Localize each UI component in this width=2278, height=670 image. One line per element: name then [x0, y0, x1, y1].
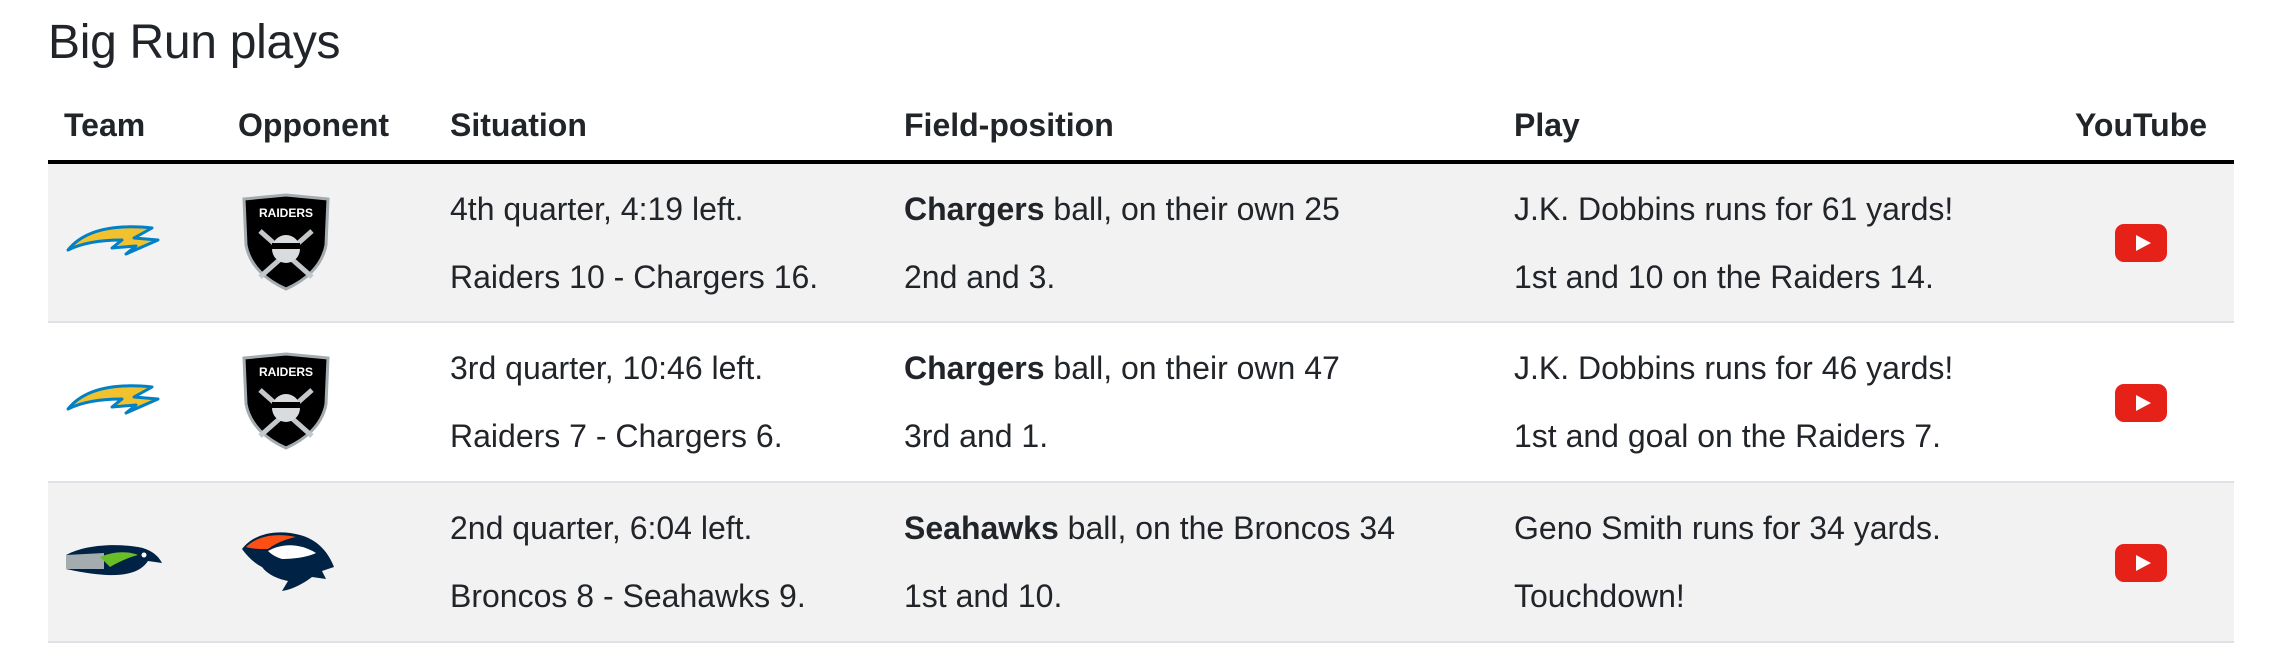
situation-score: Raiders 10 - Chargers 16.	[450, 258, 819, 295]
situation-cell: 4th quarter, 4:19 left. Raiders 10 - Cha…	[434, 162, 888, 322]
raiders-logo-icon: RAIDERS	[242, 192, 330, 291]
field-position-text: ball, on the Broncos 34	[1058, 510, 1395, 546]
field-team-name: Chargers	[904, 190, 1045, 227]
play-cell: Geno Smith runs for 34 yards. Touchdown!	[1498, 482, 2048, 642]
youtube-play-icon[interactable]	[2115, 543, 2167, 582]
table-row: RAIDERS 4th quarter, 4:19 left. Raiders …	[48, 162, 2234, 322]
situation-time: 4th quarter, 4:19 left.	[450, 190, 744, 227]
youtube-play-icon[interactable]	[2115, 224, 2167, 263]
youtube-cell	[2048, 162, 2234, 322]
chargers-logo-icon	[66, 384, 160, 415]
field-position-text: ball, on their own 47	[1044, 350, 1340, 386]
header-play: Play	[1498, 104, 2048, 164]
play-description: J.K. Dobbins runs for 46 yards!	[1514, 350, 1954, 386]
down-and-distance: 3rd and 1.	[904, 418, 1049, 454]
youtube-cell	[2048, 482, 2234, 642]
svg-text:RAIDERS: RAIDERS	[259, 206, 313, 220]
page: Big Run plays Team Opponent Situation Fi…	[48, 16, 2234, 643]
down-and-distance: 1st and 10.	[904, 578, 1063, 614]
youtube-cell	[2048, 322, 2234, 482]
header-situation: Situation	[434, 104, 888, 164]
header-team: Team	[48, 104, 222, 164]
header-youtube: YouTube	[2048, 104, 2234, 164]
team-cell	[48, 482, 222, 642]
play-result: Touchdown!	[1514, 578, 1685, 614]
field-position-text: ball, on their own 25	[1044, 190, 1340, 227]
play-description: J.K. Dobbins runs for 61 yards!	[1514, 190, 1954, 227]
field-position-line: Chargers ball, on their own 47	[904, 334, 1482, 402]
opponent-cell	[222, 482, 434, 642]
seahawks-logo-icon	[66, 545, 162, 576]
field-team-name: Chargers	[904, 350, 1045, 386]
play-result: 1st and 10 on the Raiders 14.	[1514, 258, 1934, 295]
broncos-logo-icon	[242, 532, 334, 591]
opponent-cell: RAIDERS	[222, 322, 434, 482]
play-cell: J.K. Dobbins runs for 46 yards! 1st and …	[1498, 322, 2048, 482]
situation-cell: 2nd quarter, 6:04 left. Broncos 8 - Seah…	[434, 482, 888, 642]
table-row: 2nd quarter, 6:04 left. Broncos 8 - Seah…	[48, 482, 2234, 642]
field-position-cell: Chargers ball, on their own 25 2nd and 3…	[888, 162, 1498, 322]
header-opponent: Opponent	[222, 104, 434, 164]
big-run-plays-table: Team Opponent Situation Field-position P…	[48, 104, 2234, 643]
down-and-distance: 2nd and 3.	[904, 258, 1056, 295]
field-team-name: Seahawks	[904, 510, 1059, 546]
page-title: Big Run plays	[48, 16, 341, 69]
field-position-cell: Seahawks ball, on the Broncos 34 1st and…	[888, 482, 1498, 642]
situation-score: Broncos 8 - Seahawks 9.	[450, 578, 806, 614]
raiders-logo-icon: RAIDERS	[242, 352, 330, 450]
table-row: RAIDERS 3rd quarter, 10:46 left. Raiders…	[48, 322, 2234, 482]
table-header: Team Opponent Situation Field-position P…	[48, 104, 2234, 164]
header-field-position: Field-position	[888, 104, 1498, 164]
play-cell: J.K. Dobbins runs for 61 yards! 1st and …	[1498, 162, 2048, 322]
play-description: Geno Smith runs for 34 yards.	[1514, 510, 1941, 546]
field-position-line: Chargers ball, on their own 25	[904, 175, 1482, 243]
situation-cell: 3rd quarter, 10:46 left. Raiders 7 - Cha…	[434, 322, 888, 482]
situation-score: Raiders 7 - Chargers 6.	[450, 418, 783, 454]
situation-time: 3rd quarter, 10:46 left.	[450, 350, 764, 386]
team-cell	[48, 322, 222, 482]
field-position-cell: Chargers ball, on their own 47 3rd and 1…	[888, 322, 1498, 482]
svg-text:RAIDERS: RAIDERS	[259, 365, 313, 379]
youtube-play-icon[interactable]	[2115, 383, 2167, 422]
opponent-cell: RAIDERS	[222, 162, 434, 322]
field-position-line: Seahawks ball, on the Broncos 34	[904, 494, 1482, 562]
play-result: 1st and goal on the Raiders 7.	[1514, 418, 1941, 454]
team-cell	[48, 162, 222, 322]
chargers-logo-icon	[66, 224, 160, 255]
situation-time: 2nd quarter, 6:04 left.	[450, 510, 753, 546]
